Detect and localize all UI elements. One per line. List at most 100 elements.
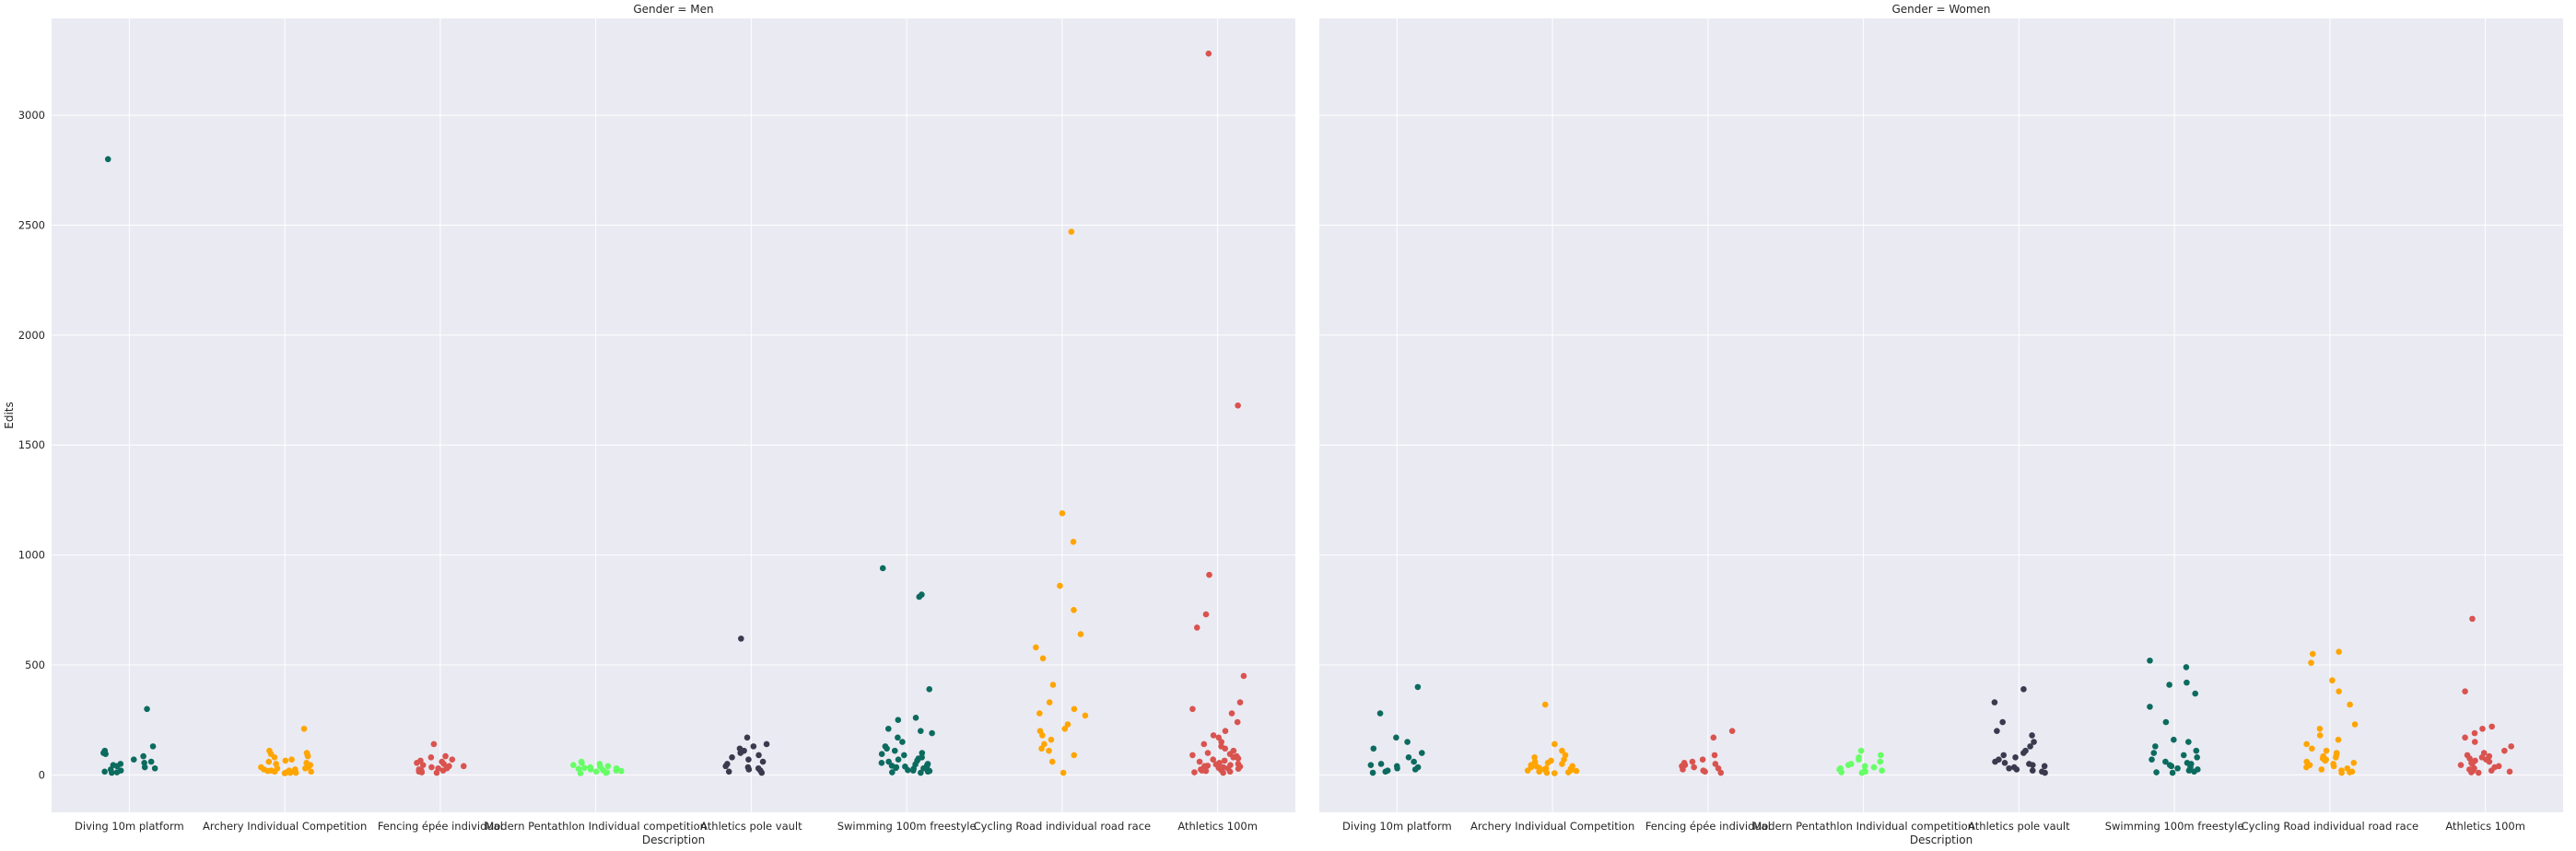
data-point: [2479, 725, 2486, 732]
data-point: [755, 752, 762, 759]
data-point: [1202, 767, 1210, 775]
data-point: [2162, 758, 2169, 765]
data-point: [2147, 704, 2153, 710]
data-point: [2193, 747, 2200, 754]
y-tick-label: 1500: [18, 438, 45, 451]
data-point: [905, 766, 911, 774]
data-point: [440, 761, 448, 767]
data-point: [1082, 712, 1089, 719]
data-point: [1205, 50, 1212, 57]
data-point: [140, 752, 146, 760]
data-point: [737, 750, 744, 756]
data-point: [729, 754, 735, 761]
data-point: [2303, 764, 2310, 771]
series-points: [1836, 747, 1885, 776]
y-tick-label: 0: [39, 768, 45, 781]
data-point: [1077, 631, 1084, 637]
data-point: [430, 740, 438, 748]
data-point: [1071, 607, 1077, 613]
data-point: [2012, 754, 2019, 761]
data-point: [1992, 758, 1998, 765]
x-tick-label: Swimming 100m freestyle: [837, 820, 977, 833]
series-points: [2303, 648, 2359, 776]
data-point: [884, 725, 892, 732]
data-point: [2336, 648, 2342, 655]
data-point: [592, 768, 600, 775]
data-point: [891, 747, 898, 754]
data-point: [884, 745, 890, 752]
x-tick-label: Fencing épée individual: [1645, 820, 1771, 833]
data-point: [759, 758, 767, 765]
data-point: [577, 770, 584, 776]
data-point: [1411, 766, 1419, 773]
data-point: [1202, 611, 1210, 618]
data-point: [1376, 710, 1384, 717]
data-point: [2180, 752, 2187, 759]
data-point: [2351, 721, 2359, 728]
data-point: [439, 767, 447, 774]
data-point: [1218, 739, 1224, 745]
y-tick-label: 1000: [18, 549, 45, 562]
data-point: [282, 757, 289, 764]
data-point: [1193, 624, 1200, 631]
data-point: [2347, 769, 2353, 775]
data-point: [1059, 509, 1066, 517]
data-point: [1204, 750, 1212, 756]
data-point: [265, 758, 273, 765]
data-point: [1699, 756, 1706, 763]
data-point: [2020, 750, 2027, 756]
data-point: [1070, 538, 1077, 545]
data-point: [144, 705, 150, 713]
data-point: [1046, 699, 1053, 705]
data-point: [725, 768, 732, 775]
data-point: [1236, 699, 1244, 705]
data-point: [1393, 734, 1399, 741]
data-point: [281, 770, 288, 776]
data-point: [2150, 750, 2158, 756]
data-point: [2149, 756, 2155, 763]
data-point: [308, 768, 314, 775]
data-point: [1551, 770, 1558, 776]
data-point: [1717, 769, 1725, 776]
x-tick-label: Athletics 100m: [1177, 820, 1258, 833]
data-point: [1057, 582, 1063, 589]
data-point: [1228, 710, 1235, 717]
data-point: [108, 769, 115, 776]
data-point: [264, 767, 271, 775]
data-point: [1689, 758, 1696, 765]
data-point: [449, 756, 456, 763]
data-point: [2029, 762, 2036, 768]
data-point: [889, 769, 896, 775]
data-point: [2194, 754, 2201, 761]
data-point: [1036, 710, 1043, 717]
data-point: [1191, 769, 1198, 775]
data-point: [1405, 754, 1412, 761]
data-point: [1861, 763, 1868, 770]
data-point: [147, 758, 155, 765]
series-points: [722, 635, 770, 776]
data-point: [1234, 718, 1241, 726]
data-point: [1991, 699, 1998, 705]
data-point: [1038, 745, 1045, 752]
data-point: [149, 743, 157, 750]
data-point: [1702, 768, 1708, 775]
data-point: [579, 759, 585, 766]
data-point: [1680, 766, 1686, 773]
data-point: [1870, 764, 1878, 771]
data-point: [2462, 688, 2468, 694]
data-point: [304, 752, 311, 760]
data-point: [2475, 769, 2482, 776]
data-point: [1370, 745, 1377, 752]
data-point: [2020, 685, 2027, 693]
data-point: [1710, 734, 1717, 741]
data-point: [1404, 739, 1411, 745]
data-point: [2471, 729, 2478, 737]
data-point: [929, 729, 935, 737]
data-point: [1844, 762, 1852, 768]
data-point: [442, 752, 449, 760]
data-point: [1060, 769, 1067, 776]
data-point: [2309, 650, 2316, 658]
data-point: [1414, 683, 1422, 691]
data-point: [1712, 761, 1719, 767]
data-point: [918, 728, 924, 734]
